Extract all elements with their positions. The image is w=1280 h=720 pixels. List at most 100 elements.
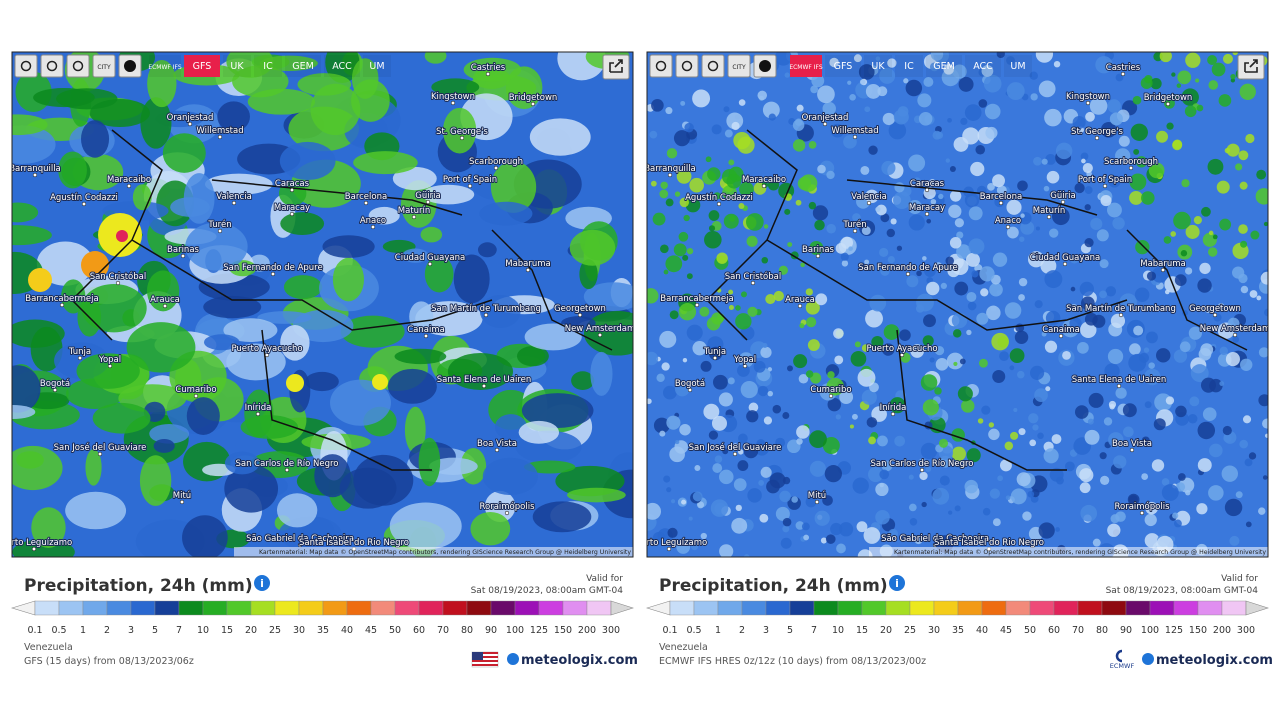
- precip-cell: [1062, 350, 1071, 360]
- precip-cell: [861, 389, 877, 405]
- city-marker: [162, 303, 168, 309]
- model-tab[interactable]: [363, 55, 391, 77]
- city-label: Mitú: [173, 491, 191, 501]
- precip-peak: [372, 374, 388, 390]
- model-tab[interactable]: [965, 55, 1001, 77]
- precip-cell: [984, 103, 1001, 120]
- region: Venezuela: [659, 642, 708, 653]
- model-tab[interactable]: [254, 55, 282, 77]
- precip-cell: [958, 76, 974, 92]
- precip-cell: [1205, 307, 1211, 314]
- legend-swatch: [837, 600, 863, 616]
- precip-cell: [1238, 150, 1249, 161]
- precip-cell: [1129, 343, 1141, 355]
- precip-cell: [986, 305, 1001, 321]
- precip-cell: [733, 478, 747, 491]
- precip-area: [223, 318, 278, 343]
- precip-cell: [754, 441, 770, 456]
- precip-area: [85, 449, 102, 486]
- city-marker: [504, 510, 510, 516]
- precip-area: [146, 270, 180, 312]
- tool-button[interactable]: [92, 54, 116, 78]
- legend-swatch: [178, 600, 204, 616]
- tool-button[interactable]: [649, 54, 673, 78]
- precip-cell: [801, 522, 810, 531]
- city-label: Santa Elena de Uairen: [437, 375, 532, 385]
- legend-tick-label: 60: [1048, 625, 1060, 636]
- city-label: Maturín: [1033, 206, 1066, 216]
- model-tab[interactable]: [149, 55, 181, 77]
- tool-button[interactable]: [14, 54, 38, 78]
- precip-cell: [938, 193, 944, 200]
- city-label: Canaima: [1042, 325, 1080, 335]
- legend-tick-label: 150: [1189, 625, 1207, 636]
- precip-cell: [708, 225, 716, 232]
- precip-cell: [1135, 239, 1150, 255]
- precip-cell: [825, 534, 836, 544]
- model-tab[interactable]: [825, 55, 861, 77]
- border-line: [766, 239, 1128, 331]
- city-label: San Cristóbal: [90, 271, 146, 282]
- legend-tick-label: 80: [461, 625, 473, 636]
- precip-cell: [1108, 175, 1121, 188]
- precip-cell: [860, 165, 870, 175]
- precip-cell: [843, 134, 857, 149]
- model-tab[interactable]: [864, 55, 892, 77]
- info-icon[interactable]: [254, 575, 270, 591]
- tool-button[interactable]: [66, 54, 90, 78]
- precip-cell: [1197, 421, 1216, 440]
- precip-cell: [743, 443, 759, 459]
- precip-cell: [1262, 418, 1268, 429]
- city-marker: [1085, 100, 1091, 106]
- precip-cell: [714, 455, 723, 463]
- precip-cell: [975, 144, 986, 155]
- precip-area: [283, 275, 323, 300]
- city-label: Kingstown: [1066, 92, 1110, 102]
- precip-cell: [1173, 519, 1182, 528]
- model-tab[interactable]: [790, 55, 822, 77]
- precip-cell: [669, 446, 685, 463]
- precip-cell: [652, 212, 666, 226]
- precip-peak: [286, 374, 304, 392]
- precip-cell: [1245, 133, 1255, 144]
- border-line: [131, 239, 493, 331]
- legend-swatch: [586, 600, 612, 616]
- precip-cell: [812, 205, 829, 221]
- precip-area: [453, 254, 490, 304]
- precip-area: [224, 451, 260, 475]
- model-tab[interactable]: [895, 55, 923, 77]
- legend-swatch: [298, 600, 324, 616]
- city-marker: [712, 355, 718, 361]
- border-line: [846, 179, 1098, 216]
- city-label: Ciudad Guayana: [395, 253, 465, 263]
- precip-cell: [858, 64, 875, 80]
- valid-time: Sat 08/19/2023, 08:00am GMT-04: [471, 586, 624, 596]
- tool-button[interactable]: [727, 54, 751, 78]
- precip-cell: [1030, 93, 1038, 101]
- precip-area: [392, 166, 437, 191]
- precip-cell: [935, 358, 949, 371]
- model-tab[interactable]: [285, 55, 321, 77]
- legend-tick-label: 7: [811, 625, 817, 636]
- info-icon[interactable]: [889, 575, 905, 591]
- tool-button[interactable]: [675, 54, 699, 78]
- model-tab[interactable]: [1004, 55, 1032, 77]
- precip-area: [140, 97, 172, 149]
- precip-area: [470, 511, 511, 546]
- tool-button[interactable]: [40, 54, 64, 78]
- model-tab[interactable]: [926, 55, 962, 77]
- precip-cell: [918, 112, 933, 126]
- precip-cell: [1044, 108, 1062, 127]
- city-marker: [1160, 267, 1166, 273]
- precip-cell: [738, 449, 744, 455]
- model-tab[interactable]: [223, 55, 251, 77]
- model-tab[interactable]: [324, 55, 360, 77]
- precip-cell: [704, 231, 722, 249]
- precip-cell: [1164, 289, 1170, 295]
- tool-button[interactable]: [701, 54, 725, 78]
- precip-cell: [792, 139, 806, 152]
- model-tab[interactable]: [184, 55, 220, 77]
- city-label: Maracay: [274, 203, 310, 213]
- city-label: Bogotá: [40, 379, 70, 389]
- precip-cell: [1010, 431, 1019, 440]
